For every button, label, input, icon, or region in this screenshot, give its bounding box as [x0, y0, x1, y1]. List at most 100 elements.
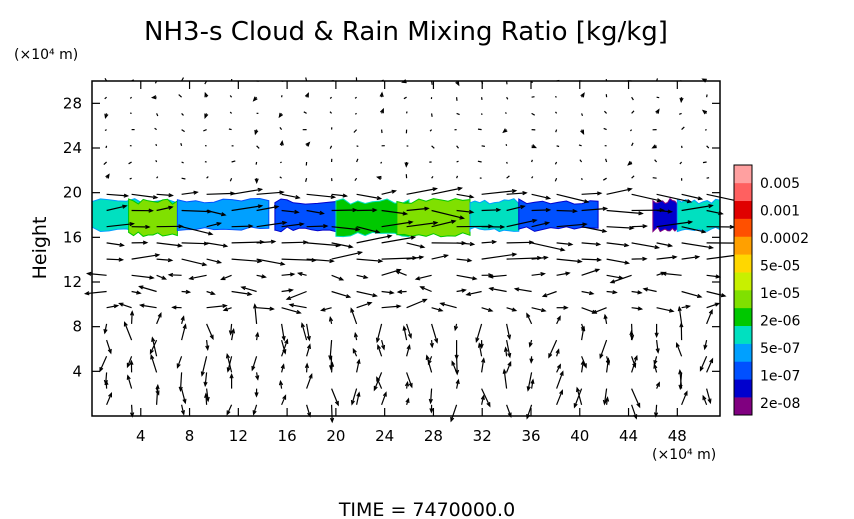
- wind-arrow: [281, 338, 289, 357]
- y-axis: 4 8 12 16 20 24 28: [63, 94, 720, 380]
- wind-arrow: [627, 160, 633, 166]
- wind-arrow: [481, 307, 494, 312]
- wind-arrow: [706, 308, 713, 325]
- wind-arrow: [106, 304, 120, 309]
- wind-arrow: [181, 129, 185, 133]
- cloud-layer: [91, 197, 721, 238]
- wind-arrow: [450, 404, 458, 423]
- wind-arrow: [203, 372, 208, 388]
- wind-arrow: [329, 404, 335, 424]
- wind-arrow: [556, 271, 571, 276]
- wind-arrow: [181, 289, 192, 294]
- wind-arrow: [655, 381, 660, 389]
- wind-arrow: [556, 242, 574, 247]
- wind-arrow: [304, 92, 309, 98]
- wind-arrow: [651, 144, 657, 149]
- wind-arrow: [256, 239, 277, 244]
- wind-arrow: [178, 372, 183, 393]
- wind-arrow: [531, 272, 546, 277]
- wind-arrow: [581, 206, 609, 212]
- wind-arrow: [556, 145, 560, 148]
- wind-arrow: [506, 360, 512, 373]
- wind-arrow: [531, 207, 552, 213]
- wind-arrow: [656, 242, 674, 248]
- wind-arrow: [576, 386, 583, 405]
- x-tick-label: 16: [278, 427, 297, 445]
- wind-arrow: [629, 129, 633, 132]
- wind-arrow: [479, 340, 484, 350]
- wind-arrow: [502, 368, 508, 389]
- wind-arrow: [701, 109, 708, 115]
- wind-arrow: [704, 129, 707, 131]
- wind-arrow: [181, 112, 184, 116]
- wind-arrow: [703, 339, 708, 351]
- wind-arrow: [154, 127, 157, 131]
- colorbar-frame: [733, 164, 753, 416]
- wind-arrow: [350, 307, 358, 325]
- wind-arrow: [155, 388, 160, 396]
- wind-arrow: [150, 95, 157, 100]
- wind-arrow: [679, 97, 684, 104]
- wind-arrow: [171, 305, 182, 310]
- x-tick-label: 12: [229, 427, 248, 445]
- wind-arrow: [631, 110, 635, 114]
- wind-arrow: [706, 145, 710, 149]
- wind-arrow: [406, 298, 428, 309]
- wind-arrow: [629, 323, 635, 341]
- wind-arrow: [106, 193, 130, 198]
- wind-arrow: [352, 347, 358, 357]
- wind-arrow: [419, 286, 432, 293]
- wind-arrow: [105, 173, 110, 179]
- wind-arrow: [253, 303, 258, 324]
- wind-arrow: [231, 187, 264, 195]
- wind-arrow: [678, 112, 682, 115]
- wind-arrow: [151, 336, 158, 357]
- wind-arrow: [106, 339, 112, 355]
- wind-arrow: [606, 242, 630, 248]
- wind-arrow: [603, 127, 607, 131]
- wind-arrow: [279, 176, 282, 179]
- wind-arrow: [329, 356, 334, 371]
- wind-arrow: [256, 190, 285, 195]
- wind-arrow: [580, 323, 585, 332]
- wind-arrow: [306, 343, 311, 357]
- wind-arrow: [555, 111, 558, 114]
- x-tick-label: 8: [185, 427, 195, 445]
- wind-arrow: [677, 305, 683, 324]
- wind-arrow: [356, 301, 373, 309]
- wind-arrow: [181, 258, 208, 267]
- wind-arrow: [180, 315, 185, 325]
- wind-arrow: [104, 96, 107, 100]
- wind-arrow: [531, 144, 538, 149]
- wind-arrow: [555, 129, 558, 133]
- wind-arrow: [631, 224, 648, 229]
- wind-arrow: [706, 388, 712, 405]
- wind-arrow: [481, 388, 491, 408]
- wind-arrow: [431, 219, 457, 228]
- wind-arrow: [381, 339, 386, 351]
- wind-arrow: [373, 372, 383, 392]
- wind-arrow: [599, 339, 608, 360]
- wind-arrow: [278, 112, 284, 119]
- wind-arrow: [581, 268, 601, 276]
- wind-arrow: [431, 176, 434, 179]
- wind-arrow: [252, 96, 258, 102]
- wind-arrow: [406, 323, 412, 339]
- wind-arrow: [306, 373, 313, 389]
- wind-arrow: [304, 362, 310, 373]
- wind-arrow: [206, 176, 209, 179]
- wind-arrow: [381, 290, 395, 295]
- wind-arrow: [381, 391, 387, 406]
- wind-arrow: [506, 205, 526, 212]
- wind-arrow: [404, 161, 409, 168]
- wind-arrow: [556, 208, 578, 214]
- x-tick-label: 44: [619, 427, 638, 445]
- wind-arrow: [350, 388, 358, 406]
- wind-arrow: [681, 193, 704, 201]
- wind-arrow: [555, 348, 560, 357]
- x-tick-label: 20: [326, 427, 345, 445]
- wind-arrow: [678, 372, 683, 391]
- wind-arrow: [556, 315, 561, 325]
- wind-arrow: [188, 274, 207, 281]
- wind-arrow: [331, 193, 349, 198]
